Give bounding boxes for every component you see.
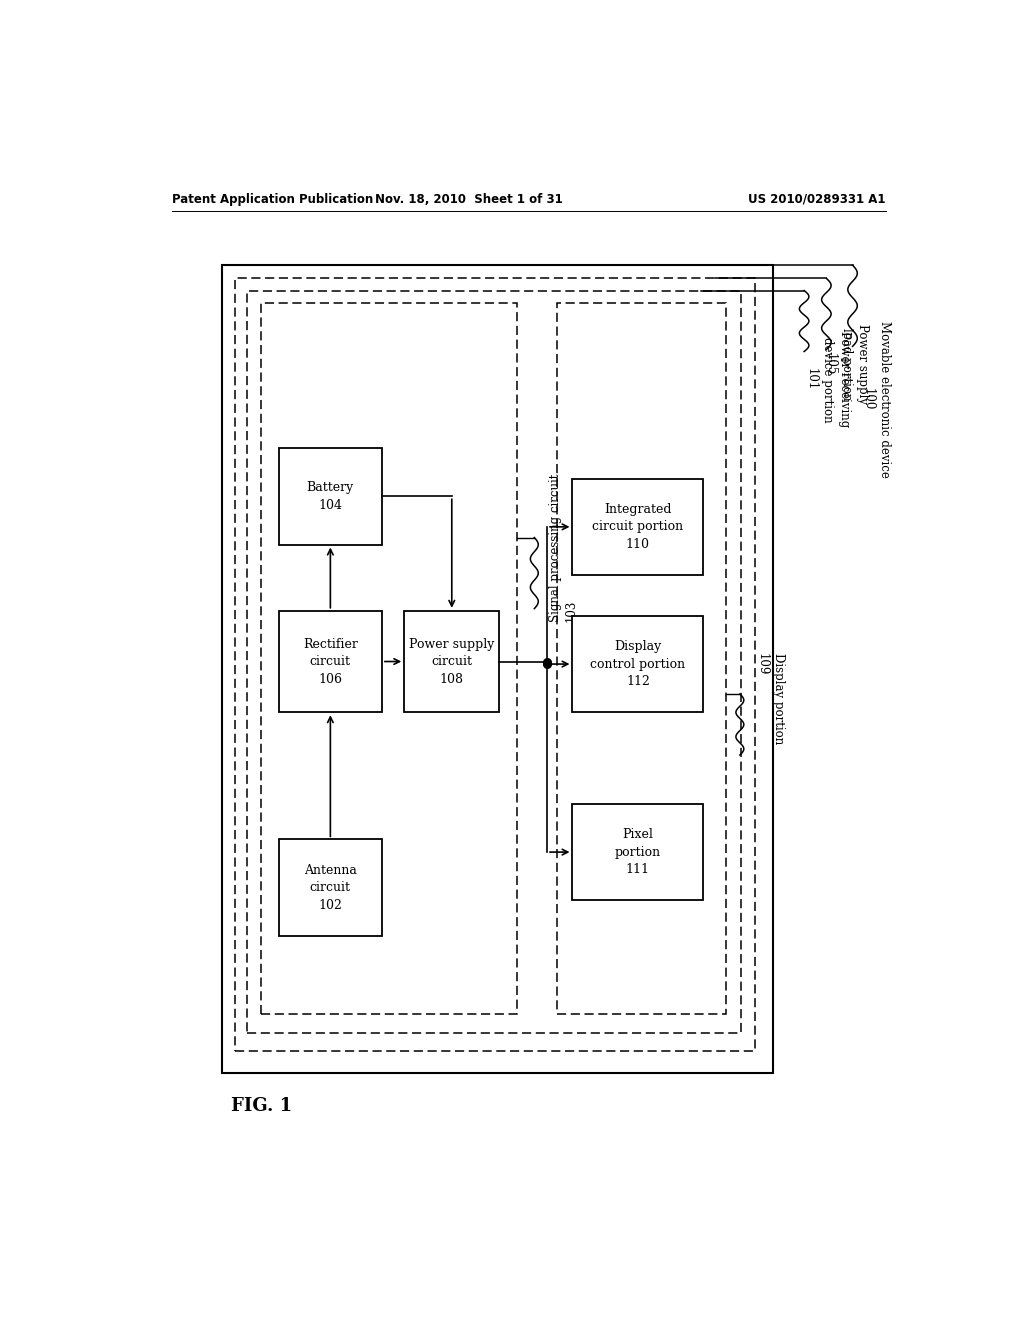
Text: Battery
104: Battery 104 (307, 480, 354, 512)
Bar (221, 265, 773, 1073)
Text: Power supply
load portion
105: Power supply load portion 105 (823, 325, 869, 404)
Text: Rectifier
circuit
106: Rectifier circuit 106 (303, 638, 357, 685)
Text: Antenna
circuit
102: Antenna circuit 102 (304, 863, 356, 912)
Bar (557, 302, 726, 1014)
Bar (279, 611, 382, 713)
Bar (236, 279, 755, 1051)
Bar (404, 611, 500, 713)
Text: Pixel
portion
111: Pixel portion 111 (614, 828, 660, 876)
Bar (279, 840, 382, 936)
Bar (572, 804, 703, 900)
Bar (572, 615, 703, 713)
Bar (279, 447, 382, 545)
Text: Power supply
circuit
108: Power supply circuit 108 (410, 638, 495, 685)
Text: Movable electronic device
100: Movable electronic device 100 (861, 321, 891, 478)
Bar (261, 302, 517, 1014)
Text: US 2010/0289331 A1: US 2010/0289331 A1 (749, 193, 886, 206)
Text: Integrated
circuit portion
110: Integrated circuit portion 110 (592, 503, 683, 550)
Text: Nov. 18, 2010  Sheet 1 of 31: Nov. 18, 2010 Sheet 1 of 31 (376, 193, 563, 206)
Bar (247, 290, 740, 1032)
Text: Signal processing circuit
103: Signal processing circuit 103 (549, 474, 579, 622)
Text: Patent Application Publication: Patent Application Publication (172, 193, 373, 206)
Text: Display portion
109: Display portion 109 (756, 653, 785, 744)
Text: Power receiving
device portion
101: Power receiving device portion 101 (805, 331, 851, 428)
Bar (572, 479, 703, 576)
Text: FIG. 1: FIG. 1 (231, 1097, 292, 1114)
Text: Display
control portion
112: Display control portion 112 (590, 640, 685, 688)
